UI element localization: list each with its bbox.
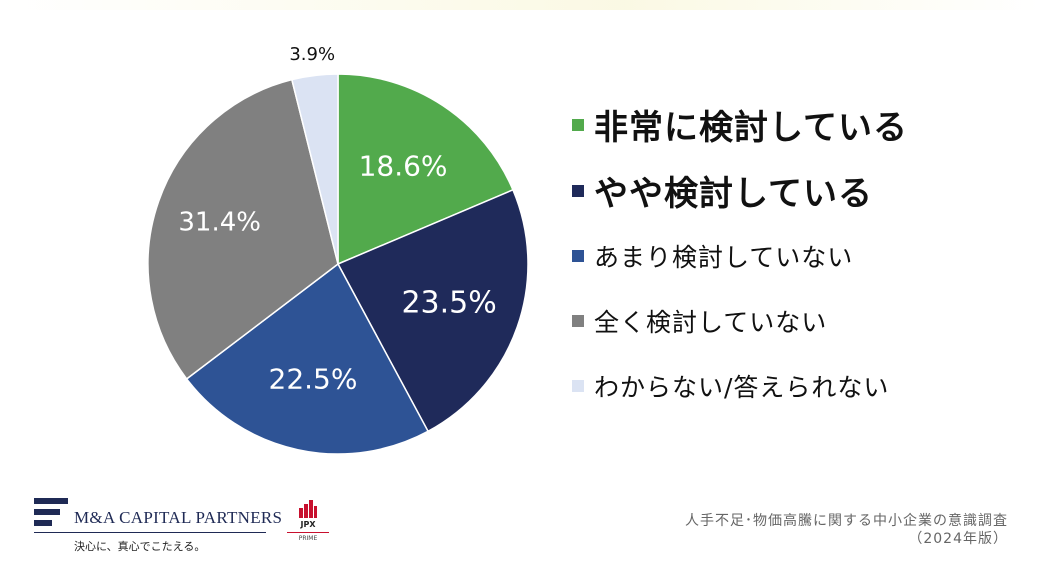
logo-icon: [34, 498, 68, 528]
logo-divider: [34, 532, 266, 533]
slice-value-label: 23.5%: [401, 286, 496, 321]
footer-caption: 人手不足･物価高騰に関する中小企業の意識調査 （2024年版）: [685, 512, 1008, 548]
legend-item: わからない/答えられない: [572, 368, 889, 404]
legend-swatch: [572, 250, 584, 262]
top-decoration: [0, 0, 1040, 10]
legend-label: 全く検討していない: [594, 308, 828, 337]
chart-legend: 非常に検討している やや検討している あまり検討していない 全く検討していない …: [572, 0, 1032, 460]
legend-item: 非常に検討している: [572, 100, 908, 149]
legend-swatch: [572, 380, 584, 392]
legend-item: やや検討している: [572, 166, 873, 215]
survey-title: 人手不足･物価高騰に関する中小企業の意識調査: [685, 513, 1008, 529]
pie-slice: [290, 73, 339, 265]
slice-value-label: 18.6%: [359, 149, 448, 182]
slice-value-label: 22.5%: [269, 363, 358, 396]
pie-slice: [337, 73, 514, 266]
legend-label: わからない/答えられない: [594, 373, 890, 402]
legend-label: やや検討している: [594, 174, 873, 214]
jpx-prime-badge: JPX PRIME: [287, 500, 329, 550]
company-name: M&A CAPITAL PARTNERS: [74, 508, 283, 527]
slice-value-label: 31.4%: [178, 207, 261, 237]
pie-slice: [336, 188, 529, 433]
legend-label: 非常に検討している: [594, 108, 908, 148]
jpx-sub: PRIME: [287, 532, 329, 542]
pie-slice: [185, 262, 430, 455]
jpx-icon: [299, 500, 317, 518]
jpx-name: JPX: [300, 520, 316, 529]
legend-label: あまり検討していない: [594, 243, 854, 272]
company-logo: M&A CAPITAL PARTNERS 決心に、真心でこたえる。: [34, 492, 284, 556]
pie-slice: [147, 78, 339, 380]
legend-swatch: [572, 118, 584, 131]
company-tagline: 決心に、真心でこたえる。: [74, 541, 206, 553]
legend-item: あまり検討していない: [572, 238, 853, 274]
survey-year: （2024年版）: [908, 531, 1008, 547]
legend-swatch: [572, 184, 584, 197]
legend-item: 全く検討していない: [572, 303, 827, 339]
slice-value-label: 3.9%: [289, 44, 335, 65]
legend-swatch: [572, 315, 584, 327]
